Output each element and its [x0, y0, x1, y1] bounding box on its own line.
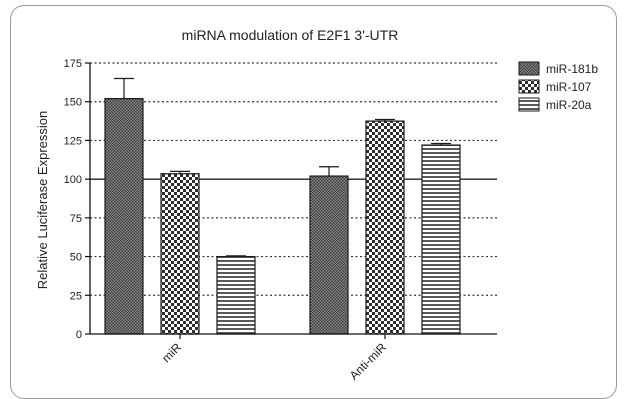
x-tick-labels: miR Anti-miR	[159, 340, 389, 383]
bar-miR-107-miR	[160, 173, 200, 335]
legend-label-miR-20a: miR-20a	[546, 98, 592, 112]
y-tick-label-25: 25	[70, 290, 82, 302]
legend-swatch-miR-20a	[518, 97, 540, 112]
y-tick-label-150: 150	[64, 97, 82, 109]
legend-label-miR-107: miR-107	[546, 80, 592, 94]
bar-miR-20a-miR	[216, 255, 256, 335]
y-tick-label-0: 0	[76, 329, 82, 341]
y-tick-label-125: 125	[64, 135, 82, 147]
legend: miR-181b miR-107 miR-20a	[518, 61, 598, 112]
bar-miR-181b-miR	[104, 98, 144, 335]
y-tick-label-50: 50	[70, 252, 82, 264]
chart-title: miRNA modulation of E2F1 3'-UTR	[182, 27, 399, 43]
y-tick-label-100: 100	[64, 174, 82, 186]
bars	[104, 98, 461, 335]
legend-swatch-miR-181b	[518, 61, 540, 76]
axes	[85, 62, 497, 339]
bar-miR-20a-Anti-miR	[421, 144, 461, 335]
x-tick-label-Anti-miR: Anti-miR	[347, 340, 390, 383]
legend-swatch-miR-107	[518, 79, 540, 94]
y-tick-label-175: 175	[64, 58, 82, 70]
bar-miR-107-Anti-miR	[365, 120, 405, 335]
legend-label-miR-181b: miR-181b	[546, 62, 598, 76]
y-tick-label-75: 75	[70, 213, 82, 225]
bar-miR-181b-Anti-miR	[309, 175, 349, 335]
error-bars	[114, 77, 451, 257]
y-axis-title: Relative Luciferase Expression	[35, 111, 50, 289]
y-tick-labels: 0 25 50 75 100 125 150 175	[64, 58, 82, 341]
x-tick-label-miR: miR	[159, 340, 184, 365]
